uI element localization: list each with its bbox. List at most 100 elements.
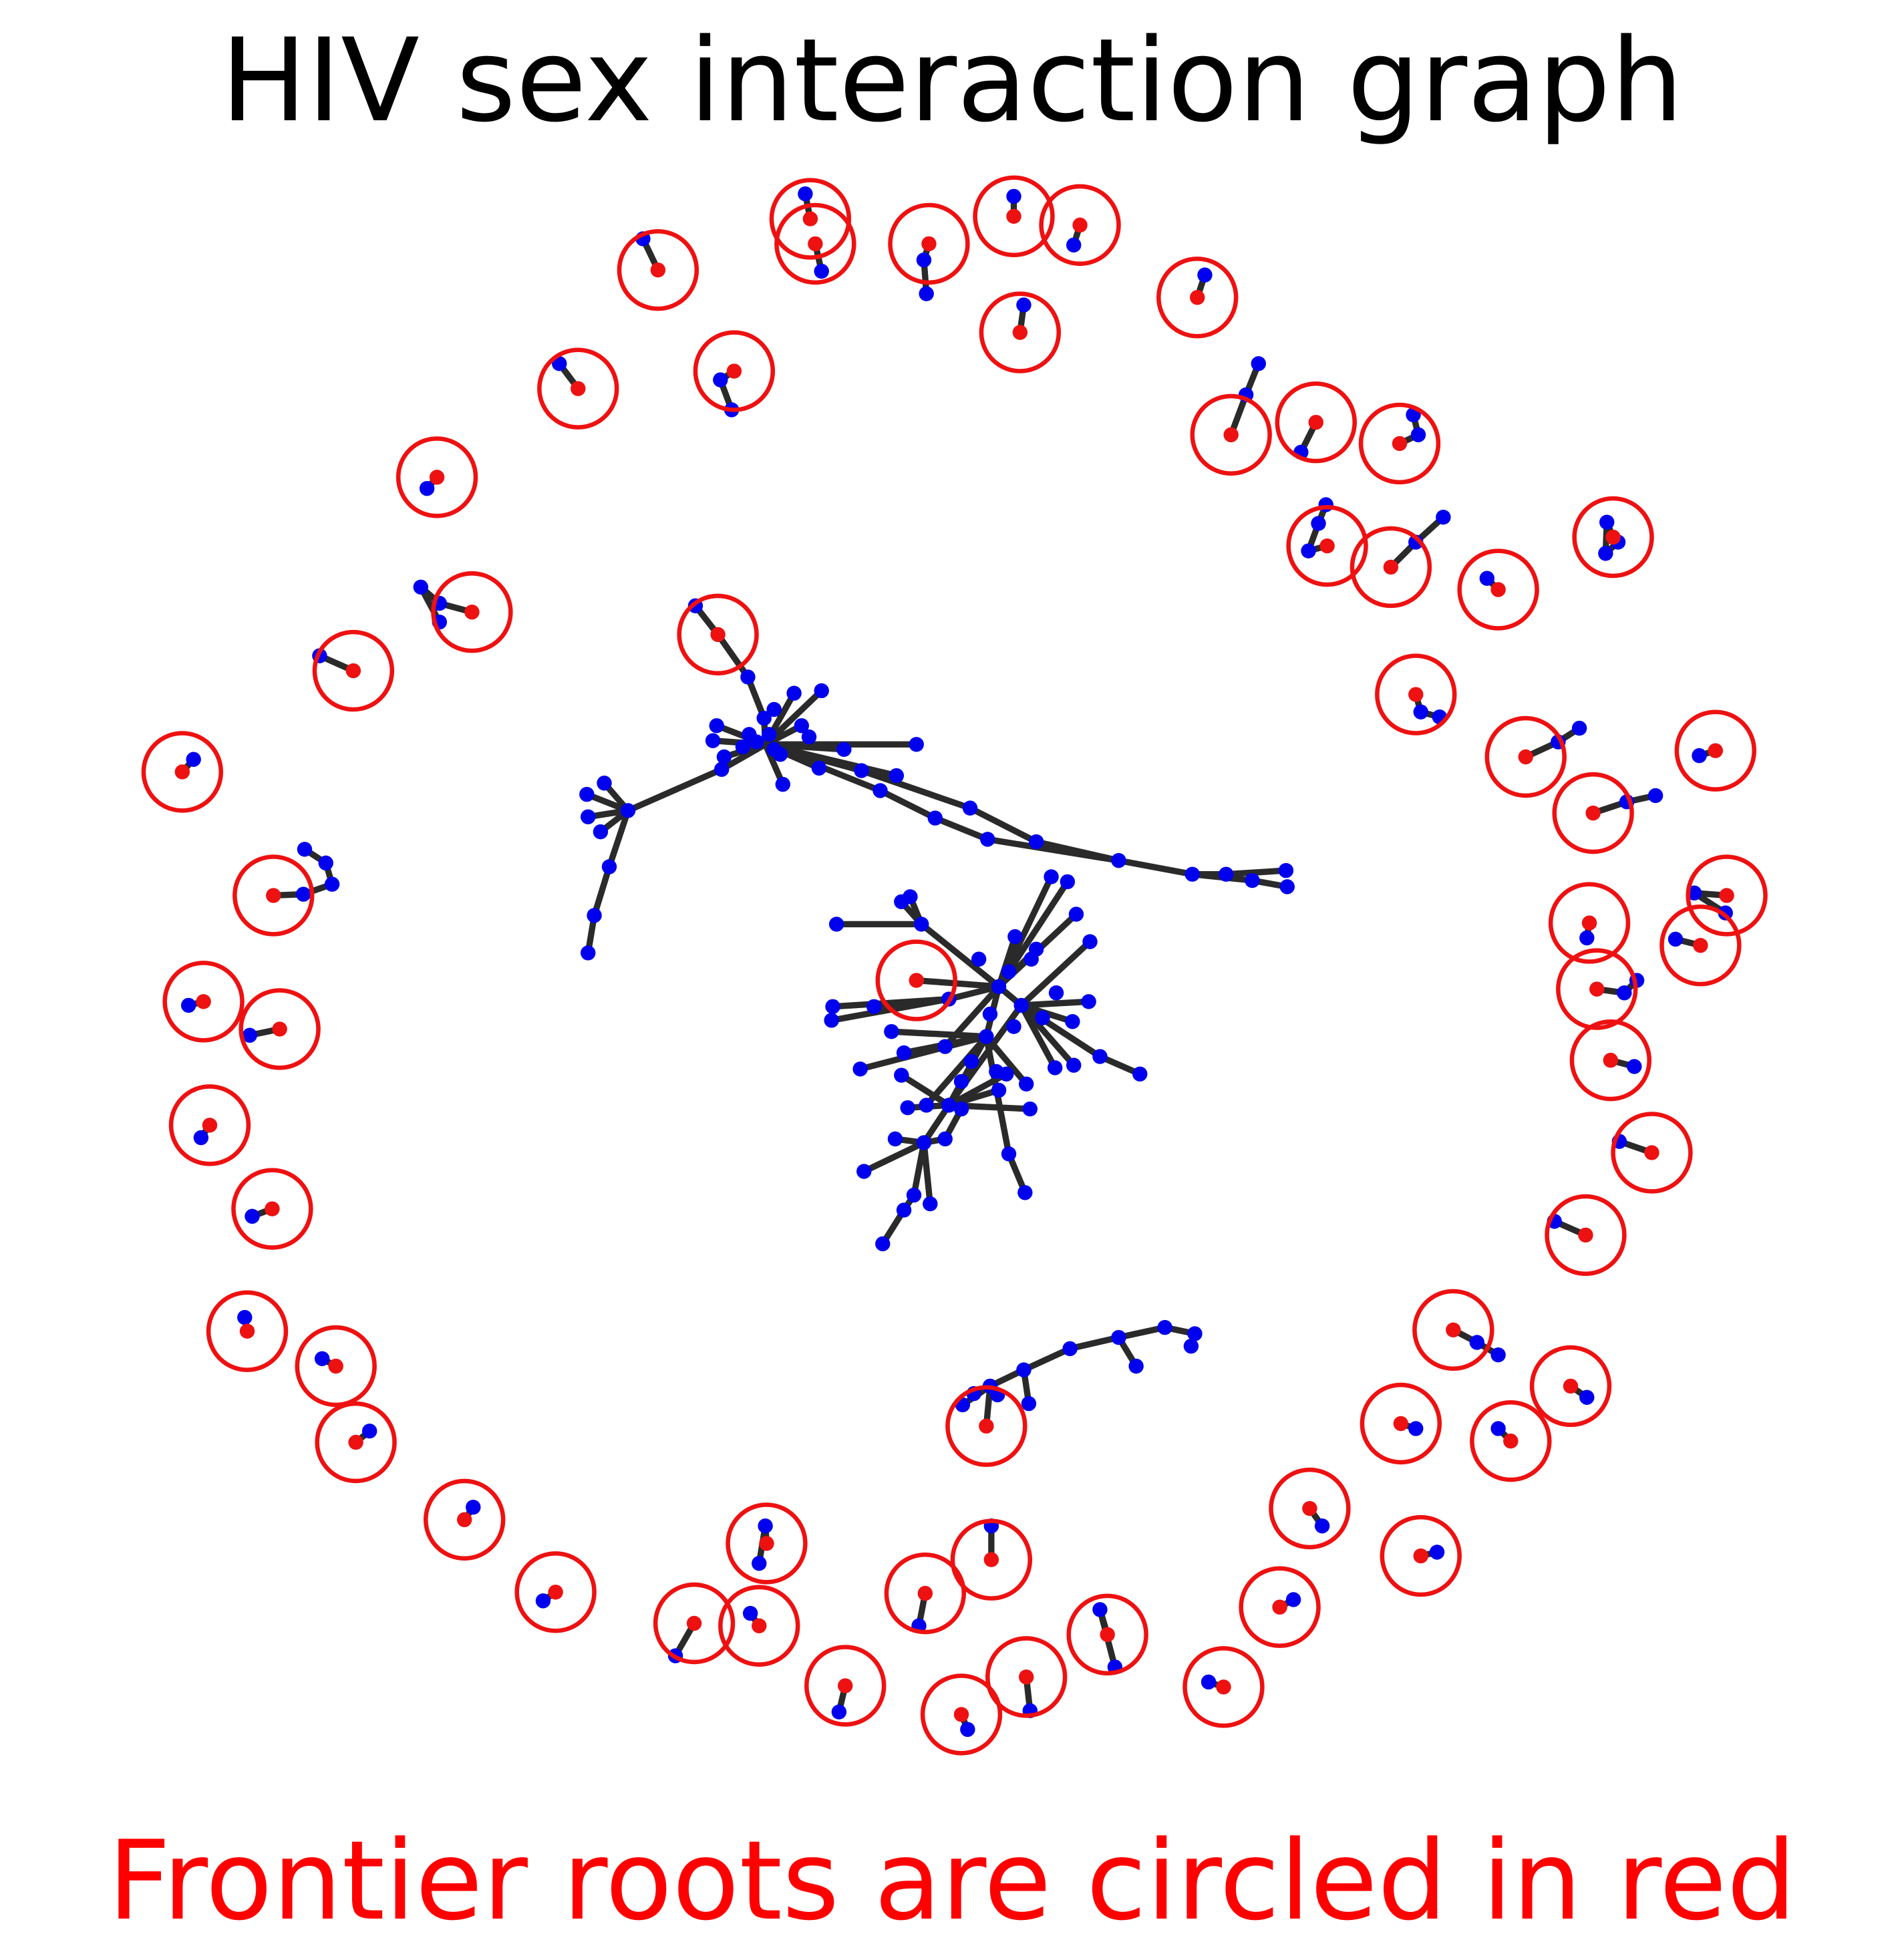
- root-node: [1018, 1669, 1034, 1685]
- edge: [995, 933, 1019, 990]
- node: [1579, 1390, 1595, 1405]
- edge: [877, 787, 939, 822]
- node: [953, 1074, 969, 1090]
- root-circle: [424, 1478, 506, 1561]
- edge: [1066, 1334, 1122, 1352]
- root-node: [196, 994, 211, 1009]
- node: [1201, 1674, 1217, 1690]
- root-node: [1446, 1322, 1461, 1338]
- node: [919, 1098, 934, 1113]
- node: [1278, 862, 1294, 878]
- root-circle: [395, 436, 478, 518]
- node: [914, 917, 929, 932]
- node: [1111, 852, 1126, 868]
- node: [1187, 1326, 1203, 1341]
- root-circle: [1182, 1646, 1265, 1728]
- node: [1668, 931, 1684, 947]
- root-node: [1006, 208, 1021, 224]
- node: [756, 710, 772, 726]
- root-circle: [1674, 709, 1757, 792]
- root-node: [1708, 743, 1724, 758]
- root-node: [1272, 1599, 1287, 1615]
- edge: [1018, 998, 1092, 1009]
- edge: [923, 1033, 990, 1109]
- edge: [942, 983, 1002, 1050]
- node: [923, 1196, 938, 1212]
- root-circle: [875, 939, 957, 1021]
- root-node: [1012, 325, 1028, 340]
- graph-title: HIV sex interaction graph: [220, 13, 1684, 148]
- node: [1469, 1335, 1485, 1350]
- node: [894, 1068, 909, 1083]
- root-circle: [888, 202, 970, 285]
- node: [989, 1064, 1004, 1080]
- root-node: [752, 1618, 767, 1633]
- node: [1066, 1058, 1082, 1073]
- node: [752, 1556, 767, 1571]
- root-circle: [1269, 1467, 1351, 1550]
- node: [814, 263, 829, 279]
- root-circle: [1350, 526, 1432, 609]
- node: [1062, 1341, 1078, 1357]
- root-node: [265, 1201, 280, 1216]
- edge: [858, 767, 973, 812]
- root-node: [1223, 427, 1239, 443]
- root-circle: [1039, 184, 1121, 267]
- root-node: [571, 381, 586, 396]
- root-circle: [514, 1551, 597, 1633]
- node: [1579, 930, 1595, 946]
- edge: [983, 1033, 1029, 1088]
- node: [1092, 1602, 1108, 1617]
- node: [824, 1013, 839, 1028]
- node: [587, 908, 602, 923]
- node: [314, 1351, 330, 1367]
- node: [1013, 997, 1029, 1013]
- node: [903, 889, 918, 905]
- root-circle: [726, 1502, 808, 1585]
- edge: [945, 983, 1002, 1003]
- root-circle: [1545, 1194, 1627, 1276]
- node: [919, 286, 934, 301]
- node: [980, 832, 995, 847]
- node: [413, 579, 429, 595]
- node: [1157, 1319, 1172, 1335]
- node: [900, 1100, 915, 1116]
- root-node: [1216, 1679, 1231, 1695]
- node: [927, 810, 943, 826]
- root-circle: [1412, 1289, 1494, 1371]
- node: [324, 876, 340, 892]
- root-node: [174, 764, 190, 780]
- root-node: [808, 236, 823, 252]
- edge: [888, 1028, 990, 1040]
- root-circle: [1457, 548, 1539, 631]
- root-node: [1490, 582, 1506, 597]
- node: [749, 734, 764, 750]
- root-node: [1319, 538, 1335, 554]
- root-node: [272, 1021, 287, 1037]
- node: [1314, 1518, 1330, 1534]
- root-circle: [1556, 948, 1638, 1030]
- node: [466, 1499, 481, 1515]
- edge: [856, 1033, 990, 1072]
- root-circle: [985, 1636, 1068, 1718]
- node: [1006, 1019, 1021, 1034]
- root-circle: [718, 1585, 800, 1667]
- node: [1048, 985, 1064, 1001]
- root-node: [328, 1358, 343, 1374]
- root-node: [983, 1552, 999, 1567]
- root-node: [953, 1707, 969, 1722]
- node: [991, 979, 1007, 995]
- root-node: [1719, 888, 1734, 903]
- node: [1044, 869, 1059, 884]
- node: [193, 1130, 209, 1146]
- root-node: [650, 262, 666, 278]
- node: [601, 859, 617, 874]
- node: [962, 800, 978, 816]
- node: [884, 1023, 899, 1039]
- root-node: [202, 1118, 218, 1133]
- edge: [714, 631, 752, 681]
- node: [825, 999, 840, 1014]
- node: [786, 685, 802, 701]
- node: [1018, 1076, 1034, 1092]
- node: [991, 1082, 1007, 1098]
